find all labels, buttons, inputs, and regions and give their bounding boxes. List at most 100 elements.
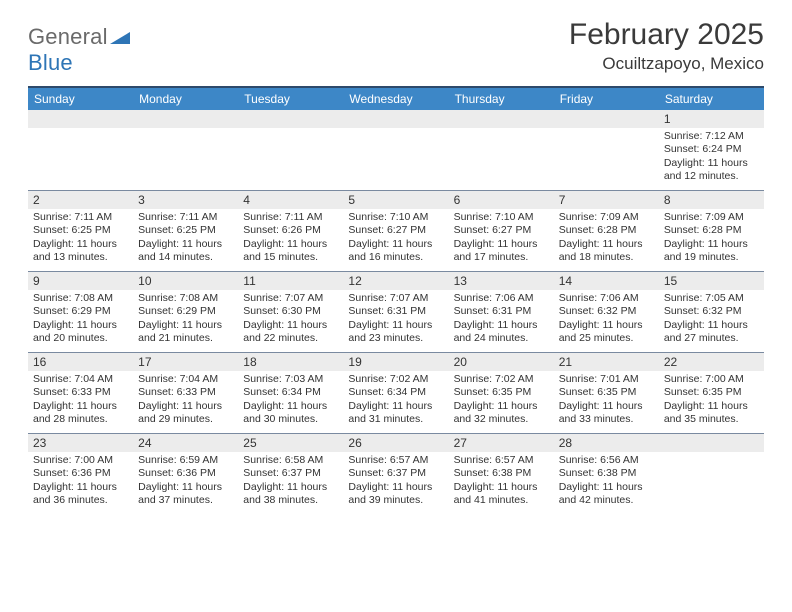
day-info: Sunrise: 7:01 AMSunset: 6:35 PMDaylight:… xyxy=(554,371,659,433)
day-number-empty xyxy=(554,110,659,128)
day-number: 23 xyxy=(28,434,133,452)
sunset-line: Sunset: 6:29 PM xyxy=(33,305,128,318)
day-number: 27 xyxy=(449,434,554,452)
day-of-week-header: Sunday Monday Tuesday Wednesday Thursday… xyxy=(28,88,764,110)
dl1-line: Daylight: 11 hours xyxy=(138,319,233,332)
day-cell: 1Sunrise: 7:12 AMSunset: 6:24 PMDaylight… xyxy=(659,110,764,190)
day-info: Sunrise: 7:11 AMSunset: 6:25 PMDaylight:… xyxy=(28,209,133,271)
brand-word-2: Blue xyxy=(28,50,73,75)
dl1-line: Daylight: 11 hours xyxy=(454,481,549,494)
day-info: Sunrise: 7:11 AMSunset: 6:25 PMDaylight:… xyxy=(133,209,238,271)
dl2-line: and 42 minutes. xyxy=(559,494,654,507)
day-info xyxy=(28,128,133,190)
day-number: 5 xyxy=(343,191,448,209)
day-number: 10 xyxy=(133,272,238,290)
sunset-line: Sunset: 6:29 PM xyxy=(138,305,233,318)
day-number: 4 xyxy=(238,191,343,209)
day-cell: 10Sunrise: 7:08 AMSunset: 6:29 PMDayligh… xyxy=(133,272,238,352)
day-info: Sunrise: 7:00 AMSunset: 6:35 PMDaylight:… xyxy=(659,371,764,433)
day-info xyxy=(343,128,448,190)
dl2-line: and 22 minutes. xyxy=(243,332,338,345)
dl1-line: Daylight: 11 hours xyxy=(243,319,338,332)
dl1-line: Daylight: 11 hours xyxy=(559,238,654,251)
dow-thursday: Thursday xyxy=(449,88,554,110)
dl2-line: and 30 minutes. xyxy=(243,413,338,426)
day-cell: 20Sunrise: 7:02 AMSunset: 6:35 PMDayligh… xyxy=(449,353,554,433)
day-info: Sunrise: 7:12 AMSunset: 6:24 PMDaylight:… xyxy=(659,128,764,190)
dl1-line: Daylight: 11 hours xyxy=(138,238,233,251)
sunset-line: Sunset: 6:32 PM xyxy=(664,305,759,318)
sunset-line: Sunset: 6:35 PM xyxy=(664,386,759,399)
dl2-line: and 36 minutes. xyxy=(33,494,128,507)
dl2-line: and 16 minutes. xyxy=(348,251,443,264)
day-info: Sunrise: 7:04 AMSunset: 6:33 PMDaylight:… xyxy=(28,371,133,433)
dl1-line: Daylight: 11 hours xyxy=(33,238,128,251)
dl2-line: and 29 minutes. xyxy=(138,413,233,426)
sunrise-line: Sunrise: 6:57 AM xyxy=(348,454,443,467)
day-info: Sunrise: 7:09 AMSunset: 6:28 PMDaylight:… xyxy=(554,209,659,271)
day-cell: 7Sunrise: 7:09 AMSunset: 6:28 PMDaylight… xyxy=(554,191,659,271)
day-number: 26 xyxy=(343,434,448,452)
day-cell: 12Sunrise: 7:07 AMSunset: 6:31 PMDayligh… xyxy=(343,272,448,352)
day-number: 7 xyxy=(554,191,659,209)
sunrise-line: Sunrise: 7:04 AM xyxy=(33,373,128,386)
day-number-empty xyxy=(449,110,554,128)
weeks-container: 1Sunrise: 7:12 AMSunset: 6:24 PMDaylight… xyxy=(28,110,764,514)
dl1-line: Daylight: 11 hours xyxy=(33,400,128,413)
sunrise-line: Sunrise: 7:09 AM xyxy=(664,211,759,224)
day-number: 15 xyxy=(659,272,764,290)
sunrise-line: Sunrise: 7:00 AM xyxy=(664,373,759,386)
day-cell: 6Sunrise: 7:10 AMSunset: 6:27 PMDaylight… xyxy=(449,191,554,271)
dl2-line: and 35 minutes. xyxy=(664,413,759,426)
location-label: Ocuiltzapoyo, Mexico xyxy=(569,54,764,74)
day-info: Sunrise: 7:05 AMSunset: 6:32 PMDaylight:… xyxy=(659,290,764,352)
week-row: 9Sunrise: 7:08 AMSunset: 6:29 PMDaylight… xyxy=(28,272,764,353)
day-info: Sunrise: 7:08 AMSunset: 6:29 PMDaylight:… xyxy=(133,290,238,352)
sunrise-line: Sunrise: 7:07 AM xyxy=(243,292,338,305)
day-cell: 14Sunrise: 7:06 AMSunset: 6:32 PMDayligh… xyxy=(554,272,659,352)
header: General Blue February 2025 Ocuiltzapoyo,… xyxy=(28,18,764,76)
day-cell: 27Sunrise: 6:57 AMSunset: 6:38 PMDayligh… xyxy=(449,434,554,514)
day-cell: 15Sunrise: 7:05 AMSunset: 6:32 PMDayligh… xyxy=(659,272,764,352)
day-number: 11 xyxy=(238,272,343,290)
day-number: 28 xyxy=(554,434,659,452)
week-row: 16Sunrise: 7:04 AMSunset: 6:33 PMDayligh… xyxy=(28,353,764,434)
day-number: 12 xyxy=(343,272,448,290)
dow-monday: Monday xyxy=(133,88,238,110)
dl2-line: and 32 minutes. xyxy=(454,413,549,426)
dl1-line: Daylight: 11 hours xyxy=(33,481,128,494)
day-info xyxy=(238,128,343,190)
week-row: 2Sunrise: 7:11 AMSunset: 6:25 PMDaylight… xyxy=(28,191,764,272)
day-number: 24 xyxy=(133,434,238,452)
dl1-line: Daylight: 11 hours xyxy=(33,319,128,332)
dl2-line: and 12 minutes. xyxy=(664,170,759,183)
dl1-line: Daylight: 11 hours xyxy=(348,319,443,332)
day-cell: 13Sunrise: 7:06 AMSunset: 6:31 PMDayligh… xyxy=(449,272,554,352)
day-number-empty xyxy=(133,110,238,128)
dl1-line: Daylight: 11 hours xyxy=(559,400,654,413)
sunset-line: Sunset: 6:27 PM xyxy=(454,224,549,237)
day-number: 6 xyxy=(449,191,554,209)
dl2-line: and 41 minutes. xyxy=(454,494,549,507)
day-info: Sunrise: 7:03 AMSunset: 6:34 PMDaylight:… xyxy=(238,371,343,433)
dl2-line: and 21 minutes. xyxy=(138,332,233,345)
dl2-line: and 33 minutes. xyxy=(559,413,654,426)
sunset-line: Sunset: 6:28 PM xyxy=(559,224,654,237)
sunset-line: Sunset: 6:38 PM xyxy=(559,467,654,480)
day-cell: 25Sunrise: 6:58 AMSunset: 6:37 PMDayligh… xyxy=(238,434,343,514)
dl2-line: and 28 minutes. xyxy=(33,413,128,426)
week-row: 1Sunrise: 7:12 AMSunset: 6:24 PMDaylight… xyxy=(28,110,764,191)
sunset-line: Sunset: 6:27 PM xyxy=(348,224,443,237)
dl2-line: and 18 minutes. xyxy=(559,251,654,264)
day-number: 3 xyxy=(133,191,238,209)
sunset-line: Sunset: 6:32 PM xyxy=(559,305,654,318)
day-cell: 26Sunrise: 6:57 AMSunset: 6:37 PMDayligh… xyxy=(343,434,448,514)
sunrise-line: Sunrise: 6:59 AM xyxy=(138,454,233,467)
day-cell: 28Sunrise: 6:56 AMSunset: 6:38 PMDayligh… xyxy=(554,434,659,514)
sunset-line: Sunset: 6:28 PM xyxy=(664,224,759,237)
dl2-line: and 17 minutes. xyxy=(454,251,549,264)
sunset-line: Sunset: 6:38 PM xyxy=(454,467,549,480)
dow-tuesday: Tuesday xyxy=(238,88,343,110)
dl1-line: Daylight: 11 hours xyxy=(454,238,549,251)
sunset-line: Sunset: 6:24 PM xyxy=(664,143,759,156)
